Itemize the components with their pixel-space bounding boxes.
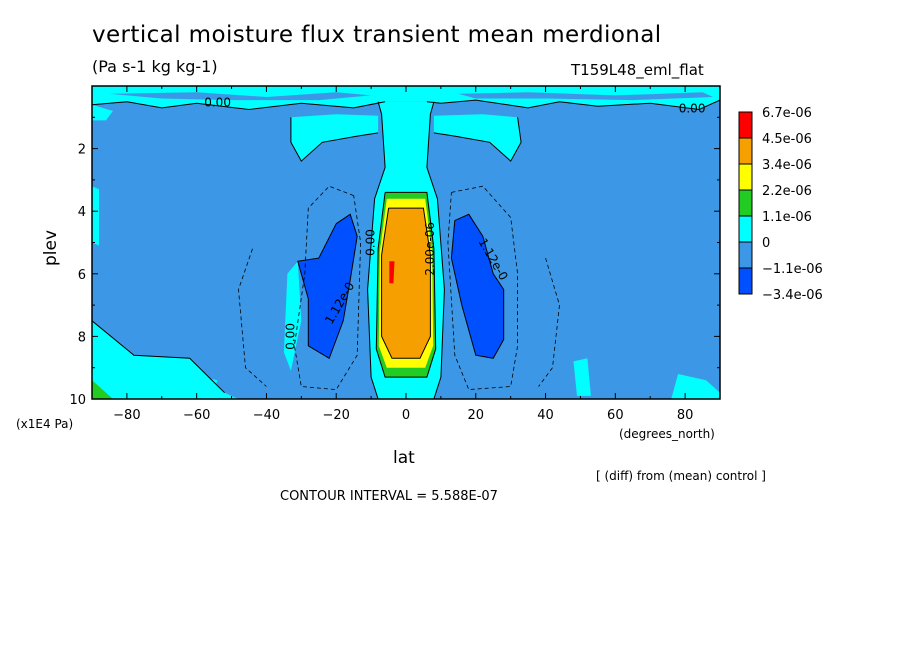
contour-upper-right: [433, 117, 522, 162]
colorbar-swatch: [738, 111, 753, 139]
colorbar-level-label: −1.1e-06: [762, 262, 823, 277]
region-top-streak-a: [109, 92, 372, 101]
y-axis: 2 4 6 8 10: [69, 85, 720, 408]
x-tick-label: −60: [183, 408, 210, 423]
region-top-cyan: [92, 86, 720, 110]
contour-label: 2.00e-06: [423, 222, 437, 276]
chart-title: vertical moisture flux transient mean me…: [92, 22, 662, 48]
contour-field: [92, 86, 720, 399]
colorbar-level-label: 3.4e-06: [762, 158, 812, 173]
region-small-cyan-a: [196, 377, 218, 399]
y-tick-label: 8: [78, 330, 86, 345]
colorbar-legend: 6.7e-06 4.5e-06 3.4e-06 2.2e-06 1.1e-06 0 −1.1…: [738, 106, 823, 303]
x-tick-label: 80: [677, 408, 694, 423]
x-tick-label: 60: [607, 408, 624, 423]
contour-dashed-north: [447, 185, 518, 391]
contour-zero-right: [426, 101, 445, 399]
colorbar-level-label: 0: [762, 236, 770, 251]
y-axis-label: plev: [41, 230, 61, 266]
x-axis-unit: (degrees_north): [619, 427, 715, 441]
x-axis-label: lat: [393, 448, 415, 468]
colorbar-level-label: 6.7e-06: [762, 106, 812, 121]
contour-top-right: [426, 99, 720, 111]
contour-min-south: [297, 213, 358, 360]
y-axis-unit: (x1E4 Pa): [16, 417, 73, 431]
region-upper-left-cyan: [290, 114, 379, 162]
region-left-cyan-strip: [283, 261, 302, 371]
colorbar-swatch: [738, 163, 753, 191]
y-tick-label: 4: [78, 205, 86, 220]
x-tick-label: −20: [323, 408, 350, 423]
colorbar-level-label: 1.1e-06: [762, 210, 812, 225]
contour-zero-left: [367, 101, 386, 399]
contour-upper-left: [290, 117, 379, 162]
x-tick-label: −40: [253, 408, 280, 423]
units-subtitle: (Pa s-1 kg kg-1): [92, 57, 218, 76]
region-upper-right-cyan: [433, 114, 522, 162]
x-tick-label: 20: [468, 408, 485, 423]
x-tick-label: 40: [537, 408, 554, 423]
contour-dashed-far-north: [538, 257, 560, 387]
colorbar-swatch: [738, 137, 753, 165]
y-tick-label: 10: [69, 393, 86, 408]
region-min-north: [451, 214, 504, 359]
contour-label: 0.00: [364, 229, 378, 256]
contour-core-outer: [375, 191, 437, 378]
region-surface-right-cyan: [671, 374, 720, 399]
contour-label: 0.00: [204, 95, 231, 109]
region-corner-cyan: [92, 104, 113, 121]
contour-label: 0.00: [679, 102, 706, 116]
colorbar-swatch: [738, 215, 753, 243]
contour-min-north: [450, 213, 505, 359]
region-orange-core: [381, 208, 431, 359]
colorbar-swatch: [738, 189, 753, 217]
x-axis: −80 −60 −40 −20 0 20 40 60 80: [91, 86, 721, 423]
y-tick-label: 6: [78, 268, 86, 283]
region-small-cyan-b: [573, 358, 591, 396]
colorbar-level-label: 2.2e-06: [762, 184, 812, 199]
colorbar-level-label: −3.4e-06: [762, 288, 823, 303]
region-corner-green: [92, 380, 113, 399]
y-tick-label: 2: [78, 143, 86, 158]
diff-note: [ (diff) from (mean) control ]: [596, 469, 766, 483]
contour-top-left: [92, 101, 386, 111]
colorbar-level-label: 4.5e-06: [762, 132, 812, 147]
contour-surface-left: [92, 320, 225, 394]
contour-interval-label: CONTOUR INTERVAL = 5.588E-07: [280, 489, 498, 504]
region-top-streak-b: [458, 92, 713, 101]
region-surface-left-cyan: [92, 320, 239, 399]
region-red-max: [389, 261, 395, 284]
contour-label: 0.00: [283, 323, 297, 350]
contour-dashed-far-south: [238, 248, 267, 387]
region-edge-cyan: [92, 186, 99, 246]
colorbar-swatch: [738, 267, 753, 295]
contour-lines: [92, 99, 720, 399]
run-id-label: T159L48_eml_flat: [571, 61, 704, 79]
contour-core-inner: [381, 207, 431, 359]
colorbar-swatch: [738, 241, 753, 269]
x-tick-label: 0: [402, 408, 410, 423]
x-tick-label: −80: [113, 408, 140, 423]
